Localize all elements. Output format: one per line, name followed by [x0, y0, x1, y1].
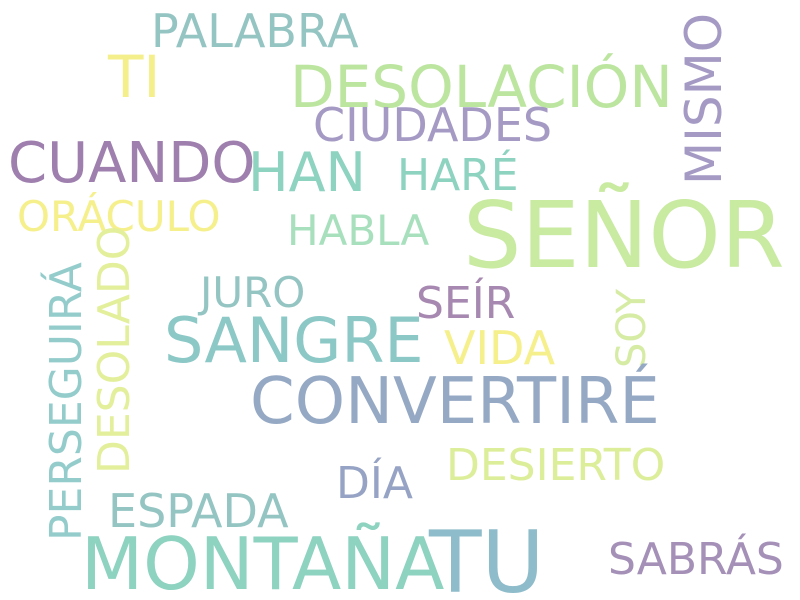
word-senor: SEÑOR	[463, 182, 785, 289]
word-seir: SEÍR	[416, 278, 516, 329]
word-montana: MONTAÑA	[81, 522, 445, 600]
word-juro: JURO	[200, 268, 306, 317]
word-convertire: CONVERTIRÉ	[250, 365, 660, 439]
word-dia: DÍA	[336, 458, 413, 509]
word-palabra: PALABRA	[151, 4, 359, 58]
word-hare: HARÉ	[397, 150, 519, 201]
word-tu: TU	[429, 513, 545, 600]
word-han: HAN	[248, 141, 366, 204]
word-habla: HABLA	[287, 206, 430, 255]
word-cuando: CUANDO	[8, 131, 256, 196]
word-ti: TI	[108, 43, 161, 111]
word-desolacion: DESOLACIÓN	[290, 53, 673, 121]
word-desierto: DESIERTO	[446, 440, 666, 491]
word-desolado: DESOLADO	[89, 225, 140, 474]
word-oraculo: ORÁCULO	[17, 192, 221, 241]
word-espada: ESPADA	[108, 484, 289, 538]
word-ciudades: CIUDADES	[313, 98, 553, 152]
word-persiguira: PERSEGUIRÁ	[41, 262, 92, 541]
word-vida: VIDA	[444, 321, 556, 375]
word-sangre: SANGRE	[164, 304, 424, 377]
word-sabras: SABRÁS	[608, 534, 784, 585]
word-soy: SOY	[609, 288, 655, 368]
word-mismo: MISMO	[675, 12, 733, 185]
